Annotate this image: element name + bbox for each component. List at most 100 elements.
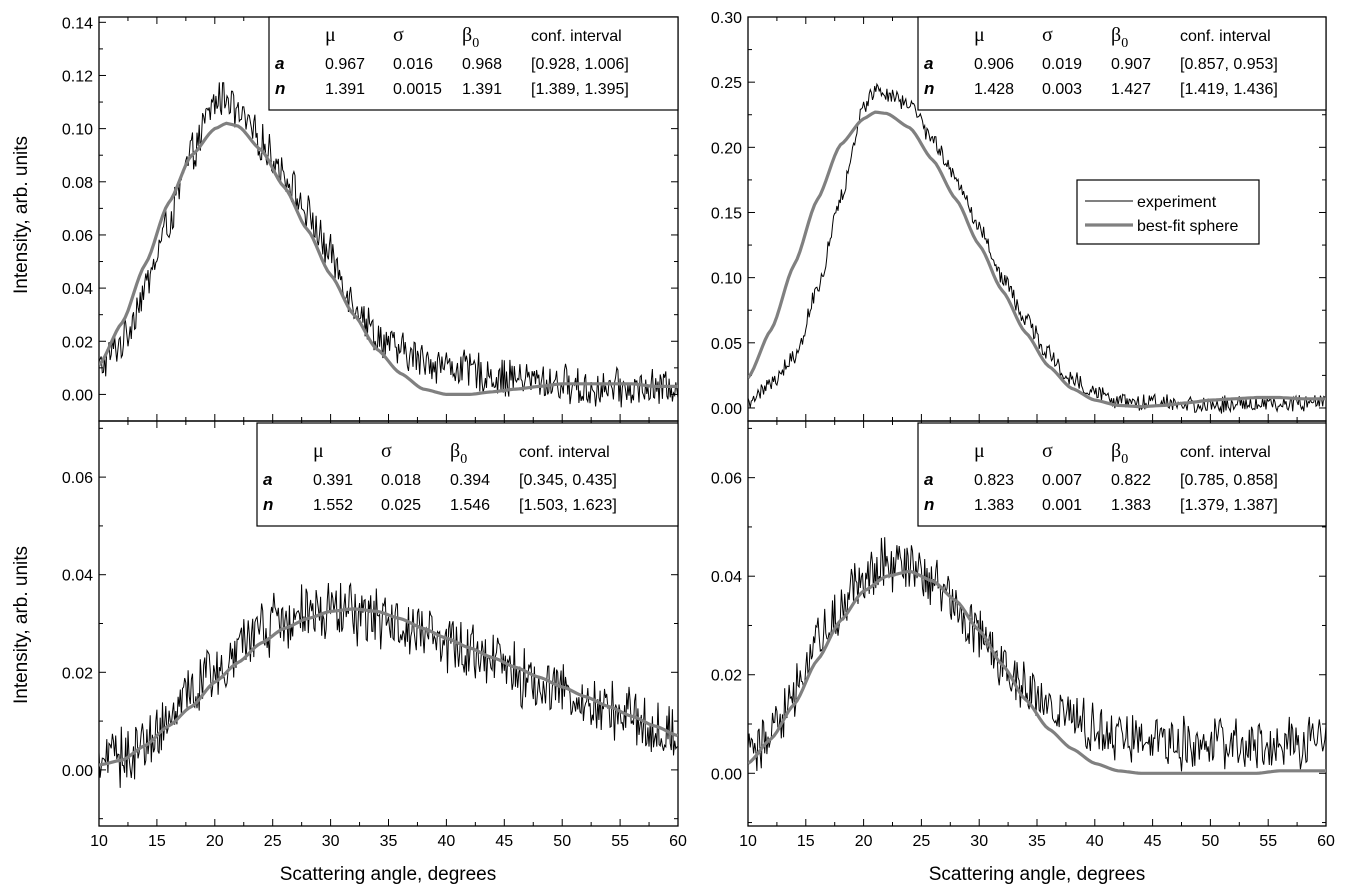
table-header: conf. interval [1180,28,1271,45]
best-fit-line [748,110,1326,409]
table-cell: 0.016 [393,56,433,73]
table-cell: 0.906 [974,56,1014,73]
table-header: μ [313,440,324,462]
y-tick-label: 0.15 [711,205,742,222]
table-cell: 0.391 [313,472,353,489]
table-cell: [0.928, 1.006] [531,56,629,73]
table-header: conf. interval [1180,444,1271,461]
table-cell: 0.007 [1042,472,1082,489]
table-row-label: a [924,470,933,489]
table-cell: 1.552 [313,497,353,514]
param-table-box [256,422,679,527]
x-tick-label: 35 [1028,833,1046,850]
y-tick-label: 0.00 [711,766,742,783]
param-table-box [917,16,1327,111]
y-tick-label: 0.06 [711,471,742,488]
table-cell: 1.391 [462,81,502,98]
x-tick-label: 25 [913,833,931,850]
table-cell: [0.857, 0.953] [1180,56,1278,73]
x-tick-label: 10 [739,833,757,850]
best-fit-line [99,607,678,767]
table-row-label: a [924,54,933,73]
x-tick-label: 40 [1086,833,1104,850]
table-row-label: a [275,54,284,73]
experiment-line [99,582,678,788]
y-tick-label: 0.30 [711,10,742,27]
y-tick-label: 0.02 [62,665,93,682]
table-cell: 0.0015 [393,81,442,98]
y-tick-label: 0.10 [711,271,742,288]
table-header: μ [974,24,985,46]
y-tick-label: 0.12 [62,68,93,85]
y-axis-label-top: Intensity, arb. units [11,136,32,294]
experiment-line [99,82,678,408]
panel-top-right: 0.000.050.100.150.200.250.30μ σ β0 conf. in… [711,10,1327,422]
x-tick-label: 20 [206,833,224,850]
param-table-box [268,16,679,111]
x-tick-label: 40 [438,833,456,850]
y-tick-label: 0.14 [62,15,93,32]
table-cell: 0.001 [1042,497,1082,514]
table-cell: [0.345, 0.435] [519,472,617,489]
experiment-line [748,537,1326,772]
best-fit-line [748,569,1326,775]
table-header: σ [393,24,404,46]
table-cell: [1.419, 1.436] [1180,81,1278,98]
y-tick-label: 0.00 [62,387,93,404]
y-tick-label: 0.06 [62,228,93,245]
table-cell: [1.389, 1.395] [531,81,629,98]
panel-bottom-left: 10 15 20 25 30 35 40 45 50 55 60 0.00 0.02 0.04 0.06 μ σ… [62,420,687,850]
legend-experiment-label: experiment [1137,194,1217,211]
y-tick-label: 0.06 [62,470,93,487]
table-header: σ [1042,440,1053,462]
table-cell: 0.018 [381,472,421,489]
y-tick-label: 0.10 [62,122,93,139]
table-cell: 1.428 [974,81,1014,98]
x-tick-label: 55 [611,833,629,850]
y-tick-label: 0.25 [711,75,742,92]
table-header-subscript: 0 [472,36,479,51]
experiment-line [748,82,1326,414]
table-cell: 0.822 [1111,472,1151,489]
table-header: conf. interval [531,28,622,45]
y-tick-label: 0.00 [62,763,93,780]
x-tick-label: 45 [1144,833,1162,850]
y-tick-label: 0.08 [62,175,93,192]
x-tick-label: 35 [380,833,398,850]
x-tick-label: 60 [669,833,687,850]
best-fit-line [99,121,678,396]
y-tick-label: 0.04 [62,281,93,298]
y-tick-label: 0.02 [62,334,93,351]
table-header-subscript: 0 [1121,36,1128,51]
table-cell: 0.823 [974,472,1014,489]
panel-top-left: 0.000.020.040.060.080.100.120.14μ σ β0 conf… [62,15,679,422]
panels: 0.000.020.040.060.080.100.120.14μ σ β0 conf… [62,10,1335,850]
table-row-label: a [263,470,272,489]
table-header: μ [974,440,985,462]
y-tick-label: 0.00 [711,401,742,418]
table-cell: 0.968 [462,56,502,73]
param-table-box [917,422,1327,527]
table-row-label: n [275,79,285,98]
table-cell: 1.391 [325,81,365,98]
table-cell: 1.546 [450,497,490,514]
x-tick-label: 55 [1259,833,1277,850]
y-tick-label: 0.05 [711,336,742,353]
table-row-label: n [924,79,934,98]
table-header-subscript: 0 [460,452,467,467]
table-cell: 0.967 [325,56,365,73]
table-header: σ [381,440,392,462]
x-tick-label: 30 [322,833,340,850]
legend-fit-label: best-fit sphere [1137,218,1238,235]
table-cell: 0.003 [1042,81,1082,98]
table-cell: 0.025 [381,497,421,514]
table-row-label: n [263,495,273,514]
x-tick-label: 50 [1202,833,1220,850]
table-cell: 0.019 [1042,56,1082,73]
x-tick-label: 45 [495,833,513,850]
table-cell: 0.394 [450,472,490,489]
x-axis-label-right: Scattering angle, degrees [929,864,1146,884]
x-tick-label: 15 [797,833,815,850]
table-cell: [1.379, 1.387] [1180,497,1278,514]
